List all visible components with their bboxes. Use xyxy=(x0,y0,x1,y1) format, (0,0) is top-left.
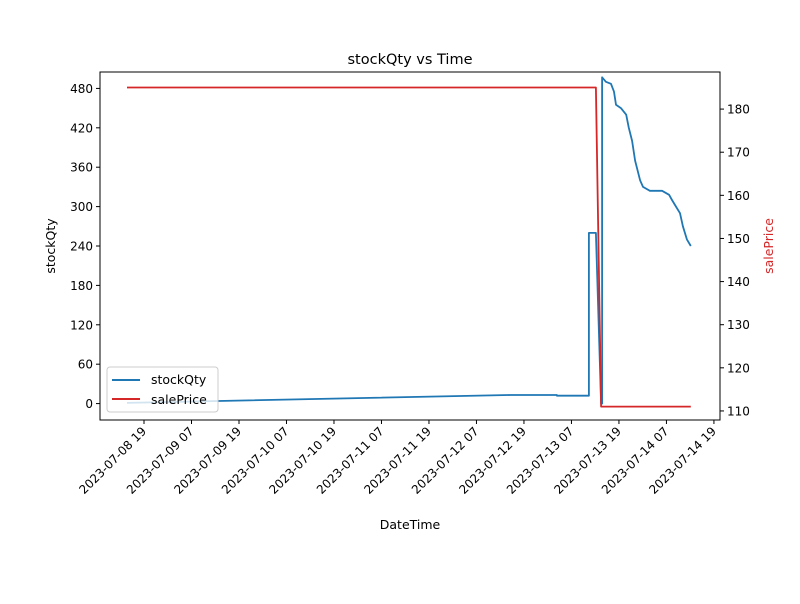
plot-frame xyxy=(99,71,721,421)
x-axis-label: DateTime xyxy=(380,517,441,532)
y2-tick-label: 140 xyxy=(727,275,750,289)
legend-label-saleprice: salePrice xyxy=(151,392,207,407)
y-tick-label: 120 xyxy=(70,318,93,332)
y-tick-label: 300 xyxy=(70,200,93,214)
y-tick-label: 0 xyxy=(85,397,93,411)
y2-tick-label: 150 xyxy=(727,232,750,246)
y2-tick-label: 160 xyxy=(727,189,750,203)
y2-tick-label: 180 xyxy=(727,103,750,117)
series-line-stockqty xyxy=(126,76,692,405)
y2-tick-label: 130 xyxy=(727,318,750,332)
y2-tick-label: 120 xyxy=(727,361,750,375)
y-tick-label: 420 xyxy=(70,121,93,135)
y2-tick-label: 110 xyxy=(727,404,750,418)
legend: stockQty salePrice xyxy=(106,366,219,413)
chart-title: stockQty vs Time xyxy=(348,52,473,68)
y-tick-label: 180 xyxy=(70,279,93,293)
y-tick-label: 480 xyxy=(70,82,93,96)
legend-label-stockqty: stockQty xyxy=(151,372,207,387)
y2-tick-label: 170 xyxy=(727,146,750,160)
y-tick-label: 240 xyxy=(70,240,93,254)
y-axis-label: stockQty xyxy=(43,218,58,274)
series-line-saleprice xyxy=(127,86,691,408)
y-tick-label: 360 xyxy=(70,161,93,175)
y2-axis-label: salePrice xyxy=(761,218,776,274)
y-tick-label: 60 xyxy=(78,358,93,372)
